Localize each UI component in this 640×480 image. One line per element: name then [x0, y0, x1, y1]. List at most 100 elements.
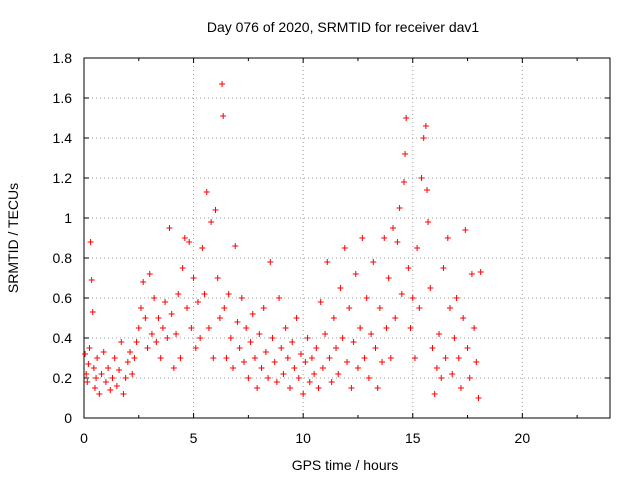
data-point	[186, 239, 193, 245]
y-tick-label: 1.8	[53, 50, 73, 66]
data-point	[243, 325, 250, 331]
data-point	[100, 349, 107, 355]
data-point	[260, 305, 267, 311]
data-point	[188, 325, 195, 331]
data-point	[236, 345, 243, 351]
data-point	[451, 335, 458, 341]
data-point	[468, 271, 475, 277]
data-point	[146, 271, 153, 277]
data-point	[142, 315, 149, 321]
data-point	[300, 391, 307, 397]
data-point	[175, 291, 182, 297]
y-tick-label: 1.6	[53, 90, 73, 106]
data-point	[93, 375, 100, 381]
data-point	[457, 385, 464, 391]
data-point	[155, 315, 162, 321]
data-point	[249, 311, 256, 317]
data-point	[311, 371, 318, 377]
data-point	[313, 345, 320, 351]
plot-frame	[83, 57, 611, 419]
data-point	[473, 359, 480, 365]
data-point	[238, 295, 245, 301]
data-point	[370, 259, 377, 265]
data-point	[365, 375, 372, 381]
data-point	[361, 355, 368, 361]
data-point	[190, 275, 197, 281]
data-point	[214, 275, 221, 281]
data-point	[124, 359, 131, 365]
data-point	[220, 113, 227, 119]
data-point	[127, 349, 134, 355]
data-point	[276, 295, 283, 301]
data-point	[376, 305, 383, 311]
data-point	[254, 385, 261, 391]
data-point	[118, 339, 125, 345]
data-point	[385, 275, 392, 281]
data-point	[348, 385, 355, 391]
data-point	[232, 243, 239, 249]
data-point	[278, 345, 285, 351]
data-point	[322, 331, 329, 337]
data-point	[433, 365, 440, 371]
data-point	[90, 365, 97, 371]
y-tick-label: 1.2	[53, 170, 73, 186]
data-point	[240, 359, 247, 365]
data-point	[170, 365, 177, 371]
data-point	[201, 291, 208, 297]
data-point	[392, 315, 399, 321]
data-point	[411, 355, 418, 361]
data-point	[368, 331, 375, 337]
data-point	[82, 351, 89, 357]
data-point	[297, 351, 304, 357]
data-point	[453, 295, 460, 301]
data-point	[403, 115, 410, 121]
y-tick-label: 1	[64, 210, 72, 226]
data-point	[245, 375, 252, 381]
data-point	[440, 265, 447, 271]
data-point	[129, 371, 136, 377]
data-point	[304, 335, 311, 341]
data-point	[436, 331, 443, 337]
data-point	[344, 359, 350, 365]
y-tick-label: 0.6	[53, 290, 73, 306]
data-point	[381, 235, 388, 241]
data-point	[282, 325, 289, 331]
data-point	[324, 259, 331, 265]
data-point	[400, 179, 407, 185]
data-point	[227, 335, 234, 341]
data-point	[107, 387, 114, 393]
data-point	[181, 235, 188, 241]
y-tick-label: 1.4	[53, 130, 73, 146]
data-point	[402, 151, 409, 157]
data-point	[197, 335, 204, 341]
data-point	[133, 339, 140, 345]
data-point	[326, 355, 333, 361]
data-point	[113, 383, 120, 389]
data-point	[205, 325, 212, 331]
y-axis: 0 0.2 0.4 0.6 0.8 1 1.2 1.4 1.6 1.8	[53, 50, 610, 426]
data-point	[422, 123, 429, 129]
data-point	[330, 315, 337, 321]
data-point	[291, 365, 298, 371]
data-point	[140, 279, 147, 285]
data-point	[151, 295, 158, 301]
data-point	[256, 331, 263, 337]
data-point	[306, 379, 313, 385]
data-point	[88, 277, 95, 283]
data-point	[409, 295, 416, 301]
data-point	[105, 365, 112, 371]
data-point	[287, 385, 294, 391]
data-point	[273, 379, 280, 385]
data-point	[203, 189, 210, 195]
data-point	[444, 235, 451, 241]
data-point	[398, 291, 405, 297]
data-point	[96, 391, 103, 397]
data-point	[425, 219, 432, 225]
data-point	[135, 325, 142, 331]
data-point	[407, 325, 414, 331]
data-point	[159, 325, 166, 331]
data-point	[352, 271, 359, 277]
data-point	[429, 345, 436, 351]
data-point	[475, 395, 482, 401]
